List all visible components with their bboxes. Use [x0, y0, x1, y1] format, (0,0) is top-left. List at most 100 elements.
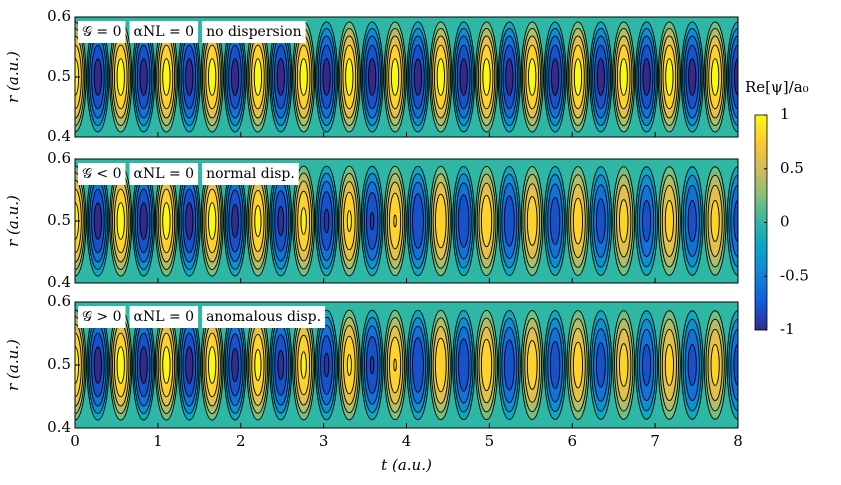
- contour-band: [503, 339, 515, 391]
- y-axis-label: r (a.u.): [4, 339, 22, 391]
- y-axis-label: r (a.u.): [4, 195, 22, 247]
- colorbar-tick-label: -0.5: [780, 266, 809, 284]
- colorbar-tick-label: 0: [780, 213, 790, 231]
- contour-band: [345, 58, 354, 96]
- x-tick-label: 2: [236, 432, 246, 450]
- contour-band: [572, 341, 584, 389]
- contour-band: [300, 207, 307, 235]
- contour-band: [550, 58, 560, 96]
- contour-band: [208, 346, 217, 384]
- annotation: 𝒢 = 0: [82, 24, 122, 40]
- contour-band: [323, 352, 330, 378]
- contour-band: [733, 200, 738, 242]
- contour-band: [231, 203, 239, 239]
- annotation-box: [129, 306, 199, 328]
- contour-band: [368, 58, 377, 96]
- contour-band: [254, 204, 262, 238]
- contour-band: [642, 58, 651, 96]
- contour-band: [549, 196, 561, 246]
- contour-band: [139, 202, 148, 240]
- x-tick-label: 3: [319, 432, 329, 450]
- contour-band: [370, 211, 375, 231]
- contour-band: [93, 202, 102, 240]
- contour-field: [75, 21, 738, 133]
- contour-band: [619, 58, 628, 96]
- contour-band: [503, 195, 515, 247]
- contour-field: [75, 309, 738, 421]
- contour-band: [457, 338, 470, 392]
- annotation-box: [78, 21, 126, 43]
- annotation: anomalous disp.: [206, 309, 321, 325]
- contour-band: [573, 58, 583, 96]
- contour-band: [254, 348, 262, 382]
- x-axis-label: t (a.u.): [381, 456, 432, 474]
- contour-band: [116, 58, 125, 96]
- contour-band: [185, 202, 194, 240]
- colorbar-tick-label: 1: [780, 105, 790, 123]
- colorbar-tick-label: -1: [780, 320, 795, 338]
- annotation: αNL = 0: [134, 166, 195, 182]
- contour-band: [710, 200, 720, 242]
- contour-band: [482, 58, 491, 96]
- contour-band: [393, 214, 397, 228]
- annotation-box: [129, 21, 199, 43]
- contour-band: [185, 346, 194, 384]
- contour-band: [526, 340, 538, 390]
- annotation: 𝒢 > 0: [82, 309, 122, 325]
- annotation-box: [78, 163, 126, 185]
- contour-band: [276, 58, 285, 96]
- x-tick-label: 8: [733, 432, 743, 450]
- x-tick-label: 0: [70, 432, 80, 450]
- contour-band: [93, 346, 102, 384]
- colorbar-label: Re[ψ]/a₀: [745, 78, 809, 96]
- contour-band: [139, 58, 148, 96]
- contour-band: [710, 344, 720, 386]
- y-tick-label: 0.5: [47, 355, 71, 373]
- contour-band: [230, 58, 240, 96]
- contour-band: [595, 342, 606, 388]
- y-tick-label: 0.4: [47, 418, 71, 436]
- contour-band: [549, 340, 561, 390]
- annotation-box: [202, 163, 299, 185]
- y-tick-label: 0.4: [47, 127, 71, 145]
- contour-band: [459, 58, 468, 96]
- contour-band: [162, 346, 171, 384]
- contour-band: [277, 206, 285, 236]
- y-tick-label: 0.5: [47, 211, 71, 229]
- annotation: αNL = 0: [134, 309, 195, 325]
- contour-field: [75, 165, 738, 277]
- contour-band: [185, 58, 194, 96]
- x-tick-label: 6: [567, 432, 577, 450]
- contour-band: [642, 344, 652, 386]
- contour-band: [688, 58, 697, 96]
- contour-band: [480, 194, 493, 248]
- contour-band: [162, 202, 171, 240]
- contour-band: [436, 58, 445, 96]
- contour-band: [253, 58, 263, 96]
- contour-band: [162, 58, 171, 96]
- annotation-box: [202, 21, 306, 43]
- x-tick-label: 4: [402, 432, 412, 450]
- y-axis-label: r (a.u.): [4, 51, 22, 103]
- contour-band: [412, 337, 424, 393]
- contour-band: [733, 58, 738, 96]
- contour-band: [596, 58, 605, 96]
- contour-band: [299, 58, 308, 96]
- colorbar-tick-label: 0.5: [780, 159, 804, 177]
- contour-band: [300, 351, 307, 379]
- contour-band: [687, 344, 697, 386]
- contour-band: [390, 58, 400, 96]
- contour-band: [277, 350, 285, 380]
- contour-band: [665, 58, 674, 96]
- contour-band: [413, 58, 423, 96]
- contour-band: [664, 200, 674, 242]
- contour-band: [116, 202, 125, 240]
- y-tick-label: 0.6: [47, 292, 71, 310]
- contour-band: [346, 210, 352, 232]
- annotation: no dispersion: [206, 24, 302, 40]
- contour-band: [139, 346, 148, 384]
- contour-band: [93, 58, 102, 96]
- contour-band: [642, 200, 652, 242]
- contour-band: [572, 197, 584, 245]
